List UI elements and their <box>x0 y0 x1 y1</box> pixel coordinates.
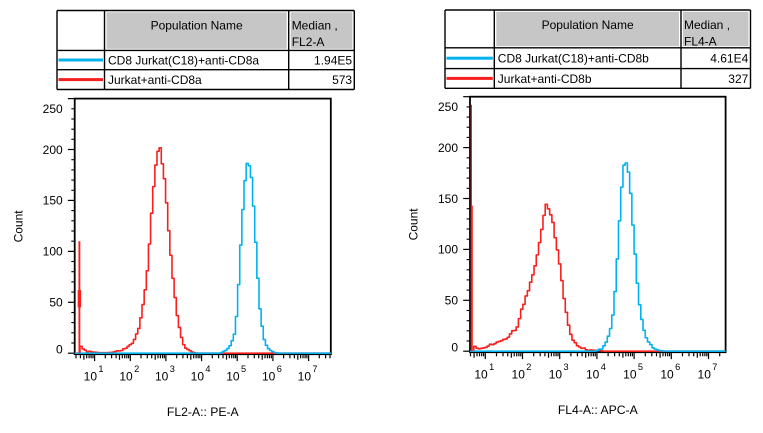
svg-text:0: 0 <box>451 341 458 355</box>
svg-text:FL4-A: FL4-A <box>684 34 717 48</box>
svg-text:1: 1 <box>98 364 103 374</box>
svg-text:327: 327 <box>728 72 748 86</box>
svg-text:3: 3 <box>564 362 569 372</box>
svg-text:Population Name: Population Name <box>151 19 243 33</box>
svg-text:6: 6 <box>675 362 680 372</box>
svg-text:FL2-A:: PE-A: FL2-A:: PE-A <box>167 405 240 419</box>
svg-text:10: 10 <box>474 368 488 382</box>
svg-text:200: 200 <box>43 143 63 157</box>
svg-text:FL4-A:: APC-A: FL4-A:: APC-A <box>558 403 639 417</box>
svg-text:Jurkat+anti-CD8a: Jurkat+anti-CD8a <box>108 73 202 87</box>
svg-text:7: 7 <box>712 362 717 372</box>
svg-text:7: 7 <box>312 364 317 374</box>
svg-text:10: 10 <box>226 370 240 384</box>
svg-text:2: 2 <box>134 364 139 374</box>
svg-text:150: 150 <box>438 192 458 206</box>
svg-text:1: 1 <box>489 362 494 372</box>
svg-text:4: 4 <box>601 362 606 372</box>
svg-text:0: 0 <box>56 343 63 357</box>
svg-text:10: 10 <box>191 370 205 384</box>
svg-text:Median ,: Median , <box>684 18 730 32</box>
svg-text:10: 10 <box>623 368 637 382</box>
svg-text:50: 50 <box>445 294 459 308</box>
svg-text:573: 573 <box>332 73 352 87</box>
svg-text:2: 2 <box>526 362 531 372</box>
svg-text:10: 10 <box>298 370 312 384</box>
svg-text:Count: Count <box>406 208 420 241</box>
svg-text:10: 10 <box>512 368 526 382</box>
svg-text:100: 100 <box>438 243 458 257</box>
svg-text:6: 6 <box>277 364 282 374</box>
svg-text:CD8 Jurkat(C18)+anti-CD8b: CD8 Jurkat(C18)+anti-CD8b <box>498 52 649 66</box>
svg-text:Count: Count <box>11 210 25 243</box>
svg-text:10: 10 <box>155 370 169 384</box>
svg-text:150: 150 <box>43 194 63 208</box>
svg-text:1.94E5: 1.94E5 <box>314 54 352 68</box>
svg-text:10: 10 <box>698 368 712 382</box>
svg-text:CD8 Jurkat(C18)+anti-CD8a: CD8 Jurkat(C18)+anti-CD8a <box>108 54 259 68</box>
svg-text:Median ,: Median , <box>292 19 338 33</box>
svg-text:5: 5 <box>638 362 643 372</box>
svg-text:3: 3 <box>170 364 175 374</box>
svg-text:Jurkat+anti-CD8b: Jurkat+anti-CD8b <box>498 72 592 86</box>
svg-text:10: 10 <box>84 370 98 384</box>
svg-text:10: 10 <box>119 370 133 384</box>
svg-text:250: 250 <box>438 100 458 114</box>
svg-text:4: 4 <box>205 364 210 374</box>
svg-text:5: 5 <box>241 364 246 374</box>
svg-text:FL2-A: FL2-A <box>292 35 325 49</box>
svg-text:4.61E4: 4.61E4 <box>710 52 748 66</box>
svg-text:10: 10 <box>660 368 674 382</box>
svg-text:10: 10 <box>586 368 600 382</box>
svg-text:50: 50 <box>49 296 63 310</box>
svg-text:10: 10 <box>262 370 276 384</box>
svg-text:200: 200 <box>438 141 458 155</box>
svg-text:250: 250 <box>43 102 63 116</box>
svg-text:100: 100 <box>43 245 63 259</box>
svg-text:Population Name: Population Name <box>542 18 634 32</box>
svg-text:10: 10 <box>549 368 563 382</box>
